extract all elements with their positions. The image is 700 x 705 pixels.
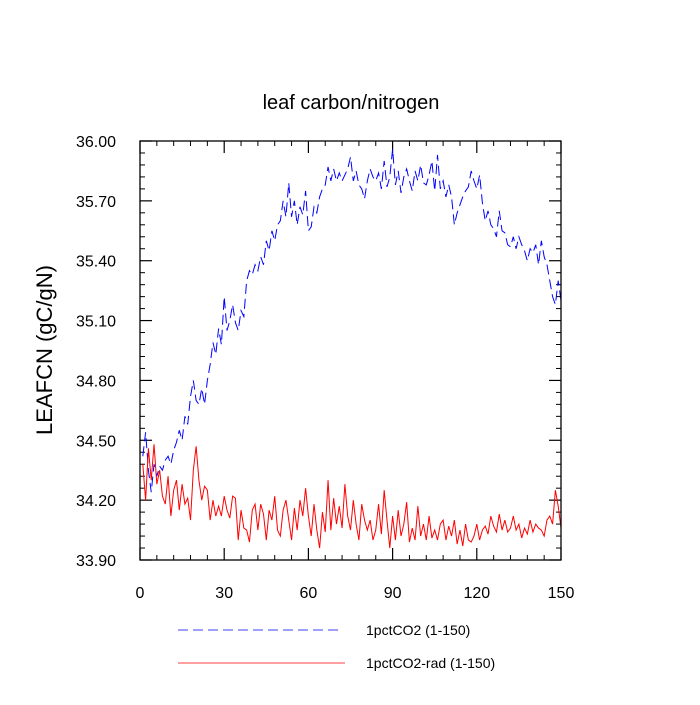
y-axis-label: LEAFCN (gC/gN) bbox=[32, 265, 57, 435]
y-tick-label: 35.40 bbox=[76, 254, 116, 271]
y-tick-label: 34.80 bbox=[76, 373, 116, 390]
x-tick-label: 0 bbox=[136, 585, 145, 602]
x-tick-label: 30 bbox=[215, 585, 233, 602]
y-tick-label: 34.20 bbox=[76, 493, 116, 510]
x-tick-label: 90 bbox=[384, 585, 402, 602]
x-tick-label: 60 bbox=[300, 585, 318, 602]
plot-area: 0 30 60 90 120 150 33.90 34.20 34.50 34.80 35.10 35… bbox=[76, 134, 574, 602]
x-tick-label: 150 bbox=[548, 585, 575, 602]
y-tick-label: 33.90 bbox=[76, 553, 116, 570]
series-line-0 bbox=[142, 148, 562, 493]
legend: 1pctCO2 (1-150) 1pctCO2-rad (1-150) bbox=[178, 622, 495, 671]
y-tick-label: 34.50 bbox=[76, 433, 116, 450]
legend-label-1pctco2-rad: 1pctCO2-rad (1-150) bbox=[366, 655, 495, 671]
plot-frame bbox=[139, 140, 562, 561]
x-tick-label: 120 bbox=[463, 585, 490, 602]
legend-label-1pctco2: 1pctCO2 (1-150) bbox=[366, 622, 470, 638]
y-tick-label: 35.10 bbox=[76, 314, 116, 331]
chart-title: leaf carbon/nitrogen bbox=[263, 92, 440, 114]
y-tick-label: 35.70 bbox=[76, 194, 116, 211]
series-line-1 bbox=[142, 444, 562, 549]
y-tick-label: 36.00 bbox=[76, 134, 116, 151]
